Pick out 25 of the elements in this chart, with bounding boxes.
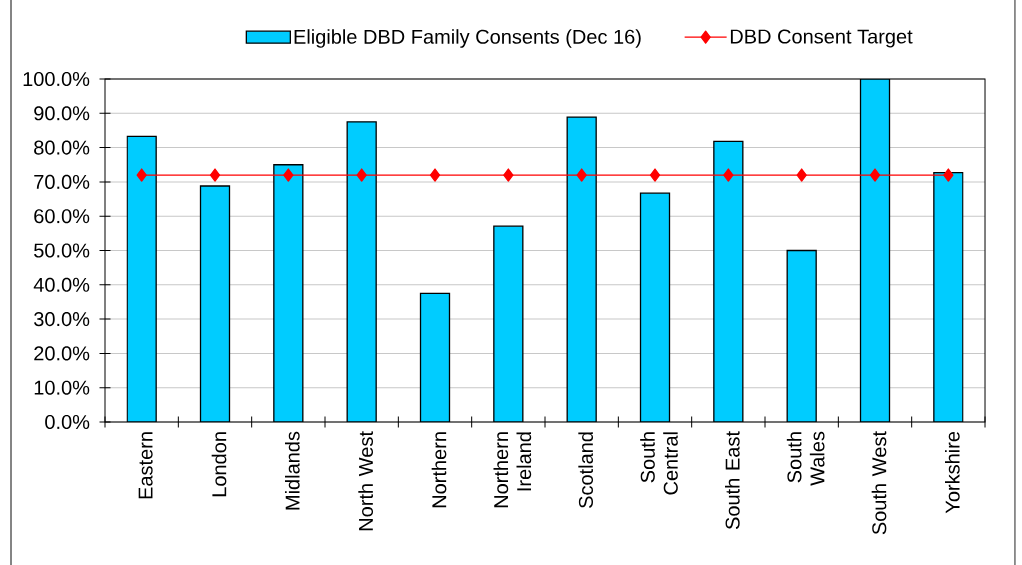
- x-tick-label: Yorkshire: [945, 431, 960, 514]
- x-tick-label: Scotland: [578, 432, 594, 508]
- legend-label: Eligible DBD Family Consents (Dec 16): [294, 29, 641, 48]
- x-tick-label: North West: [358, 431, 374, 531]
- x-tick-label: Northern Ireland: [493, 432, 532, 508]
- x-tick-label: South Central: [640, 432, 678, 495]
- x-tick-label: Midlands: [284, 431, 300, 510]
- y-tick-label: 50.0%: [34, 243, 90, 258]
- y-tick-label: 70.0%: [34, 174, 90, 189]
- y-tick-label: 20.0%: [34, 346, 90, 361]
- y-tick-label: 90.0%: [34, 106, 90, 121]
- y-tick-label: 10.0%: [34, 380, 90, 395]
- x-tick-label: South East: [725, 431, 740, 530]
- x-tick-label: South West: [871, 431, 887, 535]
- x-tick-label: Eastern: [138, 432, 153, 499]
- y-tick-label: 100.0%: [23, 71, 90, 87]
- x-tick-label: Northern: [431, 432, 447, 508]
- x-tick-label: London: [211, 432, 227, 497]
- y-tick-label: 0.0%: [45, 414, 90, 430]
- x-tick-label: South Wales: [786, 431, 825, 486]
- y-tick-label: 30.0%: [34, 312, 90, 327]
- y-tick-label: 80.0%: [34, 140, 90, 155]
- y-tick-label: 40.0%: [33, 277, 90, 292]
- y-tick-label: 60.0%: [34, 209, 90, 224]
- legend-label: DBD Consent Target: [730, 29, 913, 48]
